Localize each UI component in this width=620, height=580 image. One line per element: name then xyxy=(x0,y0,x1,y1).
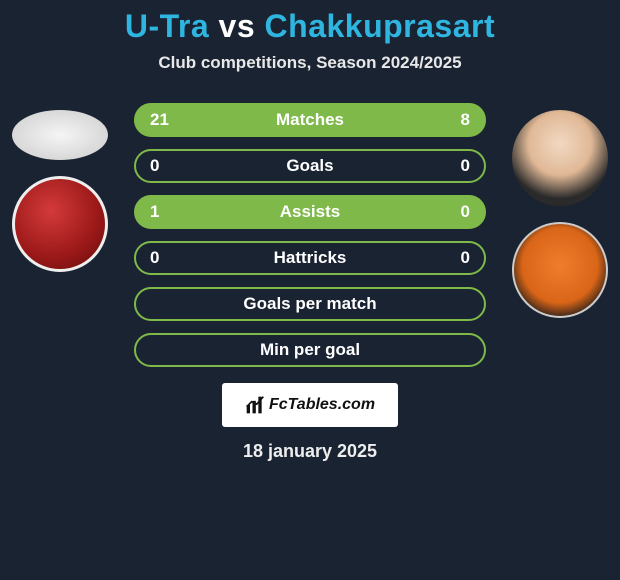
stat-row-matches: 21 Matches 8 xyxy=(134,103,486,137)
left-avatars xyxy=(12,110,108,272)
brand-chart-icon xyxy=(245,395,265,415)
stat-row-hattricks: 0 Hattricks 0 xyxy=(134,241,486,275)
stat-row-goals: 0 Goals 0 xyxy=(134,149,486,183)
stats-list: 21 Matches 8 0 Goals 0 1 Assists 0 0 Hattricks 0 Goa… xyxy=(134,103,486,367)
stat-label: Hattricks xyxy=(274,248,347,268)
stat-label: Min per goal xyxy=(260,340,360,360)
stat-value-left: 0 xyxy=(150,156,174,176)
right-avatars xyxy=(512,110,608,318)
player-avatar-left xyxy=(12,110,108,160)
brand-badge[interactable]: FcTables.com xyxy=(222,383,398,427)
title-vs: vs xyxy=(219,8,256,44)
comparison-subtitle: Club competitions, Season 2024/2025 xyxy=(0,53,620,73)
stat-value-left: 1 xyxy=(150,202,174,222)
report-date: 18 january 2025 xyxy=(0,441,620,462)
stat-value-right: 0 xyxy=(446,248,470,268)
title-player-right: Chakkuprasart xyxy=(265,8,496,44)
stat-row-min-per-goal: Min per goal xyxy=(134,333,486,367)
player-avatar-right xyxy=(512,110,608,206)
stat-row-assists: 1 Assists 0 xyxy=(134,195,486,229)
stat-value-left: 0 xyxy=(150,248,174,268)
comparison-title: U-Tra vs Chakkuprasart xyxy=(0,0,620,45)
club-logo-left xyxy=(12,176,108,272)
stat-value-right: 8 xyxy=(446,110,470,130)
stat-label: Goals per match xyxy=(243,294,376,314)
brand-text: FcTables.com xyxy=(269,396,375,414)
club-logo-right xyxy=(512,222,608,318)
stat-label: Assists xyxy=(280,202,340,222)
stat-value-left: 21 xyxy=(150,110,174,130)
stat-value-right: 0 xyxy=(446,202,470,222)
stat-row-goals-per-match: Goals per match xyxy=(134,287,486,321)
stat-value-right: 0 xyxy=(446,156,470,176)
stat-label: Goals xyxy=(286,156,333,176)
title-player-left: U-Tra xyxy=(125,8,209,44)
stat-label: Matches xyxy=(276,110,344,130)
